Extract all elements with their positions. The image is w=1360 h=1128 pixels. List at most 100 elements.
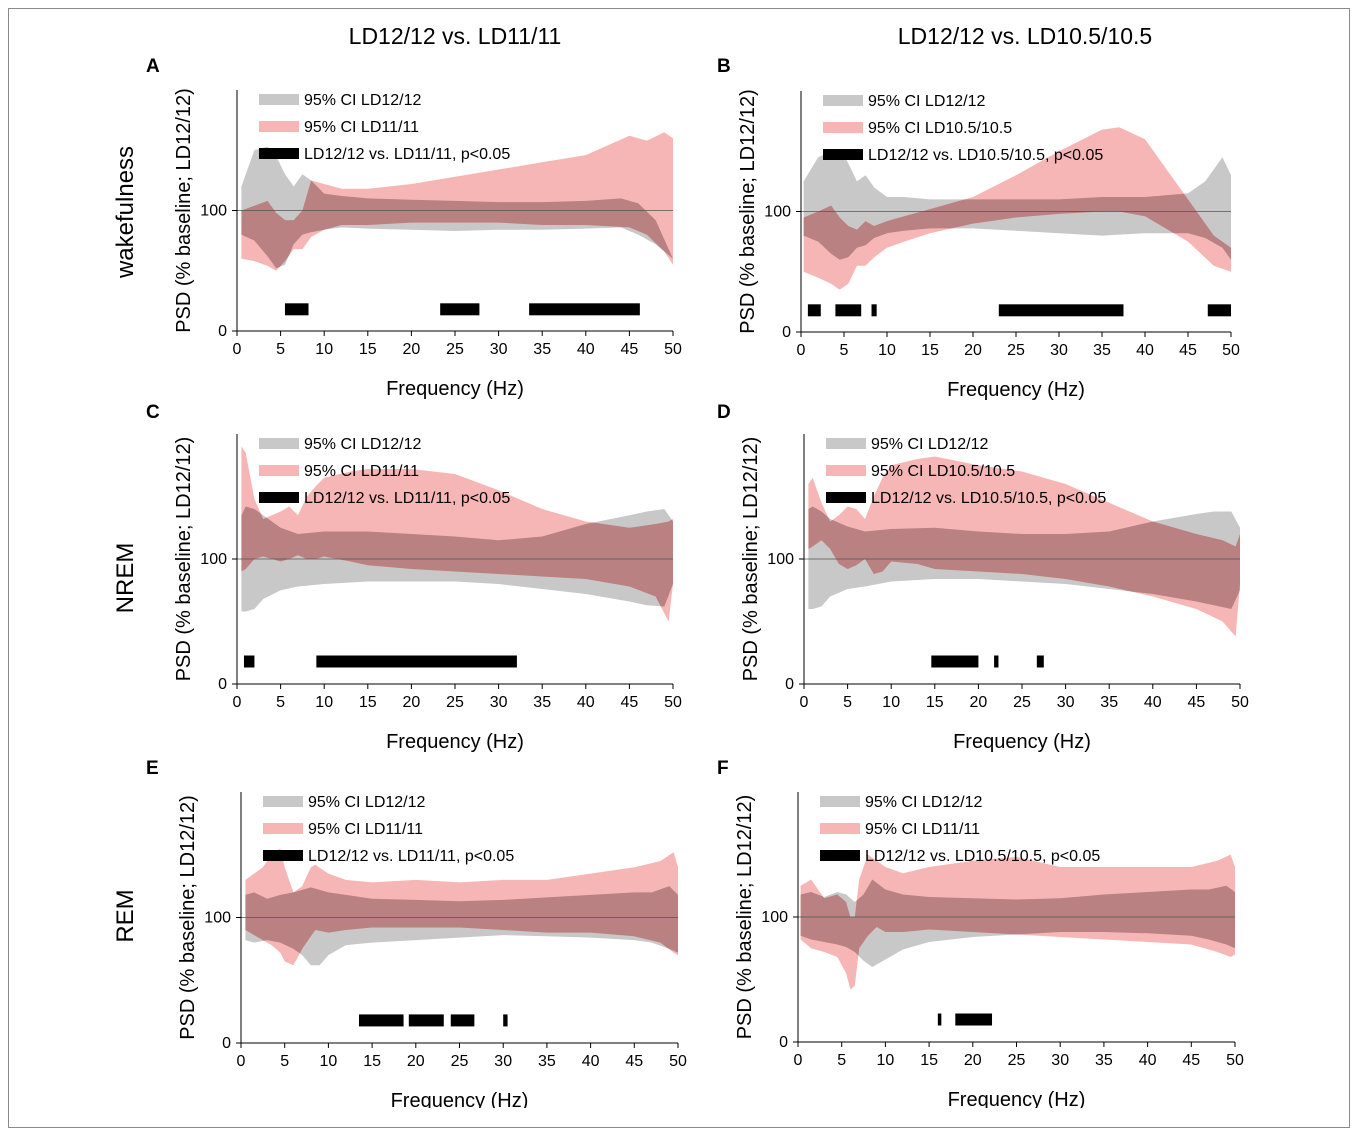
row-title-wakefulness: wakefulness [112, 146, 139, 279]
significance-bar [284, 303, 309, 316]
x-tick-label: 15 [359, 341, 377, 358]
x-tick-label: 40 [577, 694, 595, 711]
legend-swatch-baseline [259, 438, 299, 449]
x-tick-label: 5 [276, 341, 285, 358]
x-tick-label: 5 [837, 1052, 846, 1069]
x-tick-label: 20 [970, 694, 988, 711]
x-tick-label: 25 [1007, 342, 1025, 359]
significance-bar [871, 304, 877, 317]
legend-entry: 95% CI LD11/11 [308, 821, 423, 838]
x-tick-label: 30 [494, 1053, 512, 1070]
legend-entry: 95% CI LD11/11 [304, 463, 419, 480]
legend-swatch-baseline [823, 95, 863, 106]
x-axis-title: Frequency (Hz) [953, 731, 1091, 753]
column-title-right: LD12/12 vs. LD10.5/10.5 [898, 23, 1152, 49]
x-axis-title: Frequency (Hz) [948, 1089, 1086, 1108]
y-tick-label: 100 [204, 910, 231, 927]
panel-a: 0 5 10 15 20 25 30 35 40 45 50 0 100 Frequency (Hz) PS… [146, 56, 682, 400]
x-tick-label: 35 [1095, 1052, 1113, 1069]
legend-swatch-significance [826, 492, 866, 503]
x-tick-label: 25 [1008, 1052, 1026, 1069]
x-tick-label: 25 [446, 341, 464, 358]
legend-swatch-comparison [263, 823, 303, 834]
x-tick-label: 40 [582, 1053, 600, 1070]
legend-swatch-significance [263, 850, 303, 861]
x-tick-label: 0 [800, 694, 809, 711]
legend-swatch-baseline [820, 796, 860, 807]
y-tick-label: 100 [761, 909, 788, 926]
legend-swatch-baseline [826, 438, 866, 449]
legend-entry: 95% CI LD10.5/10.5 [871, 463, 1015, 480]
legend-entry: 95% CI LD12/12 [304, 436, 422, 453]
legend-entry: 95% CI LD12/12 [865, 794, 983, 811]
x-tick-label: 20 [407, 1053, 425, 1070]
significance-bar [931, 655, 979, 668]
x-tick-label: 30 [1051, 1052, 1069, 1069]
significance-bar [316, 655, 517, 668]
x-tick-label: 45 [1188, 694, 1206, 711]
y-tick-label: 0 [218, 676, 227, 693]
significance-bar [440, 303, 480, 316]
ci-bands [803, 127, 1231, 290]
x-tick-label: 20 [403, 341, 421, 358]
x-tick-label: 35 [533, 694, 551, 711]
y-tick-label: 100 [200, 551, 227, 568]
panel-e: 0 5 10 15 20 25 30 35 40 45 50 0 100 Frequency (Hz) PS… [146, 758, 687, 1108]
legend-swatch-comparison [259, 121, 299, 132]
legend-entry: 95% CI LD11/11 [304, 119, 419, 136]
legend-entry: 95% CI LD12/12 [868, 93, 986, 110]
legend-entry: 95% CI LD12/12 [308, 794, 426, 811]
panel-letter: F [717, 758, 729, 779]
significance-bar [998, 304, 1124, 317]
y-axis-title: PSD (% baseline; LD12/12) [737, 89, 759, 334]
x-tick-label: 10 [315, 694, 333, 711]
y-tick-label: 0 [218, 323, 227, 340]
x-tick-label: 10 [320, 1053, 338, 1070]
ci-band-overlap [245, 886, 678, 966]
x-tick-label: 10 [315, 341, 333, 358]
x-tick-label: 20 [403, 694, 421, 711]
significance-bar [994, 655, 999, 668]
y-axis-title: PSD (% baseline; LD12/12) [173, 437, 195, 682]
y-tick-label: 0 [782, 324, 791, 341]
legend-entry: 95% CI LD12/12 [871, 436, 989, 453]
x-tick-label: 35 [1093, 342, 1111, 359]
x-tick-label: 5 [843, 694, 852, 711]
x-tick-label: 5 [280, 1053, 289, 1070]
legend-entry: 95% CI LD11/11 [865, 821, 980, 838]
x-tick-label: 30 [490, 694, 508, 711]
y-tick-label: 0 [779, 1034, 788, 1051]
x-tick-label: 0 [237, 1053, 246, 1070]
y-tick-label: 100 [200, 203, 227, 220]
y-tick-label: 0 [785, 676, 794, 693]
significance-bar [243, 655, 255, 668]
ci-bands [245, 848, 678, 966]
x-tick-label: 30 [1050, 342, 1068, 359]
x-tick-label: 50 [1222, 342, 1240, 359]
x-tick-label: 45 [625, 1053, 643, 1070]
y-axis-title: PSD (% baseline; LD12/12) [177, 795, 199, 1040]
panel-letter: B [717, 56, 731, 77]
legend-entry: LD12/12 vs. LD10.5/10.5, p<0.05 [871, 490, 1106, 507]
ci-bands [808, 456, 1240, 637]
panel-letter: D [717, 402, 731, 423]
panel-c: 0 5 10 15 20 25 30 35 40 45 50 0 100 Frequency (Hz) PS… [146, 402, 682, 753]
row-title-rem: REM [112, 889, 139, 942]
x-tick-label: 15 [920, 1052, 938, 1069]
legend-swatch-comparison [259, 465, 299, 476]
x-tick-label: 25 [1013, 694, 1031, 711]
significance-bar [503, 1014, 508, 1027]
x-tick-label: 10 [877, 1052, 895, 1069]
legend-swatch-comparison [823, 122, 863, 133]
panel-d: 0 5 10 15 20 25 30 35 40 45 50 0 100 Frequency (Hz) PS… [717, 402, 1249, 753]
legend-swatch-significance [259, 492, 299, 503]
x-tick-label: 45 [621, 694, 639, 711]
x-tick-label: 20 [964, 342, 982, 359]
y-axis-title: PSD (% baseline; LD12/12) [734, 795, 756, 1040]
significance-bar [1036, 655, 1044, 668]
y-tick-label: 0 [222, 1035, 231, 1052]
legend-swatch-significance [259, 148, 299, 159]
significance-bar [955, 1013, 993, 1026]
x-tick-label: 40 [577, 341, 595, 358]
